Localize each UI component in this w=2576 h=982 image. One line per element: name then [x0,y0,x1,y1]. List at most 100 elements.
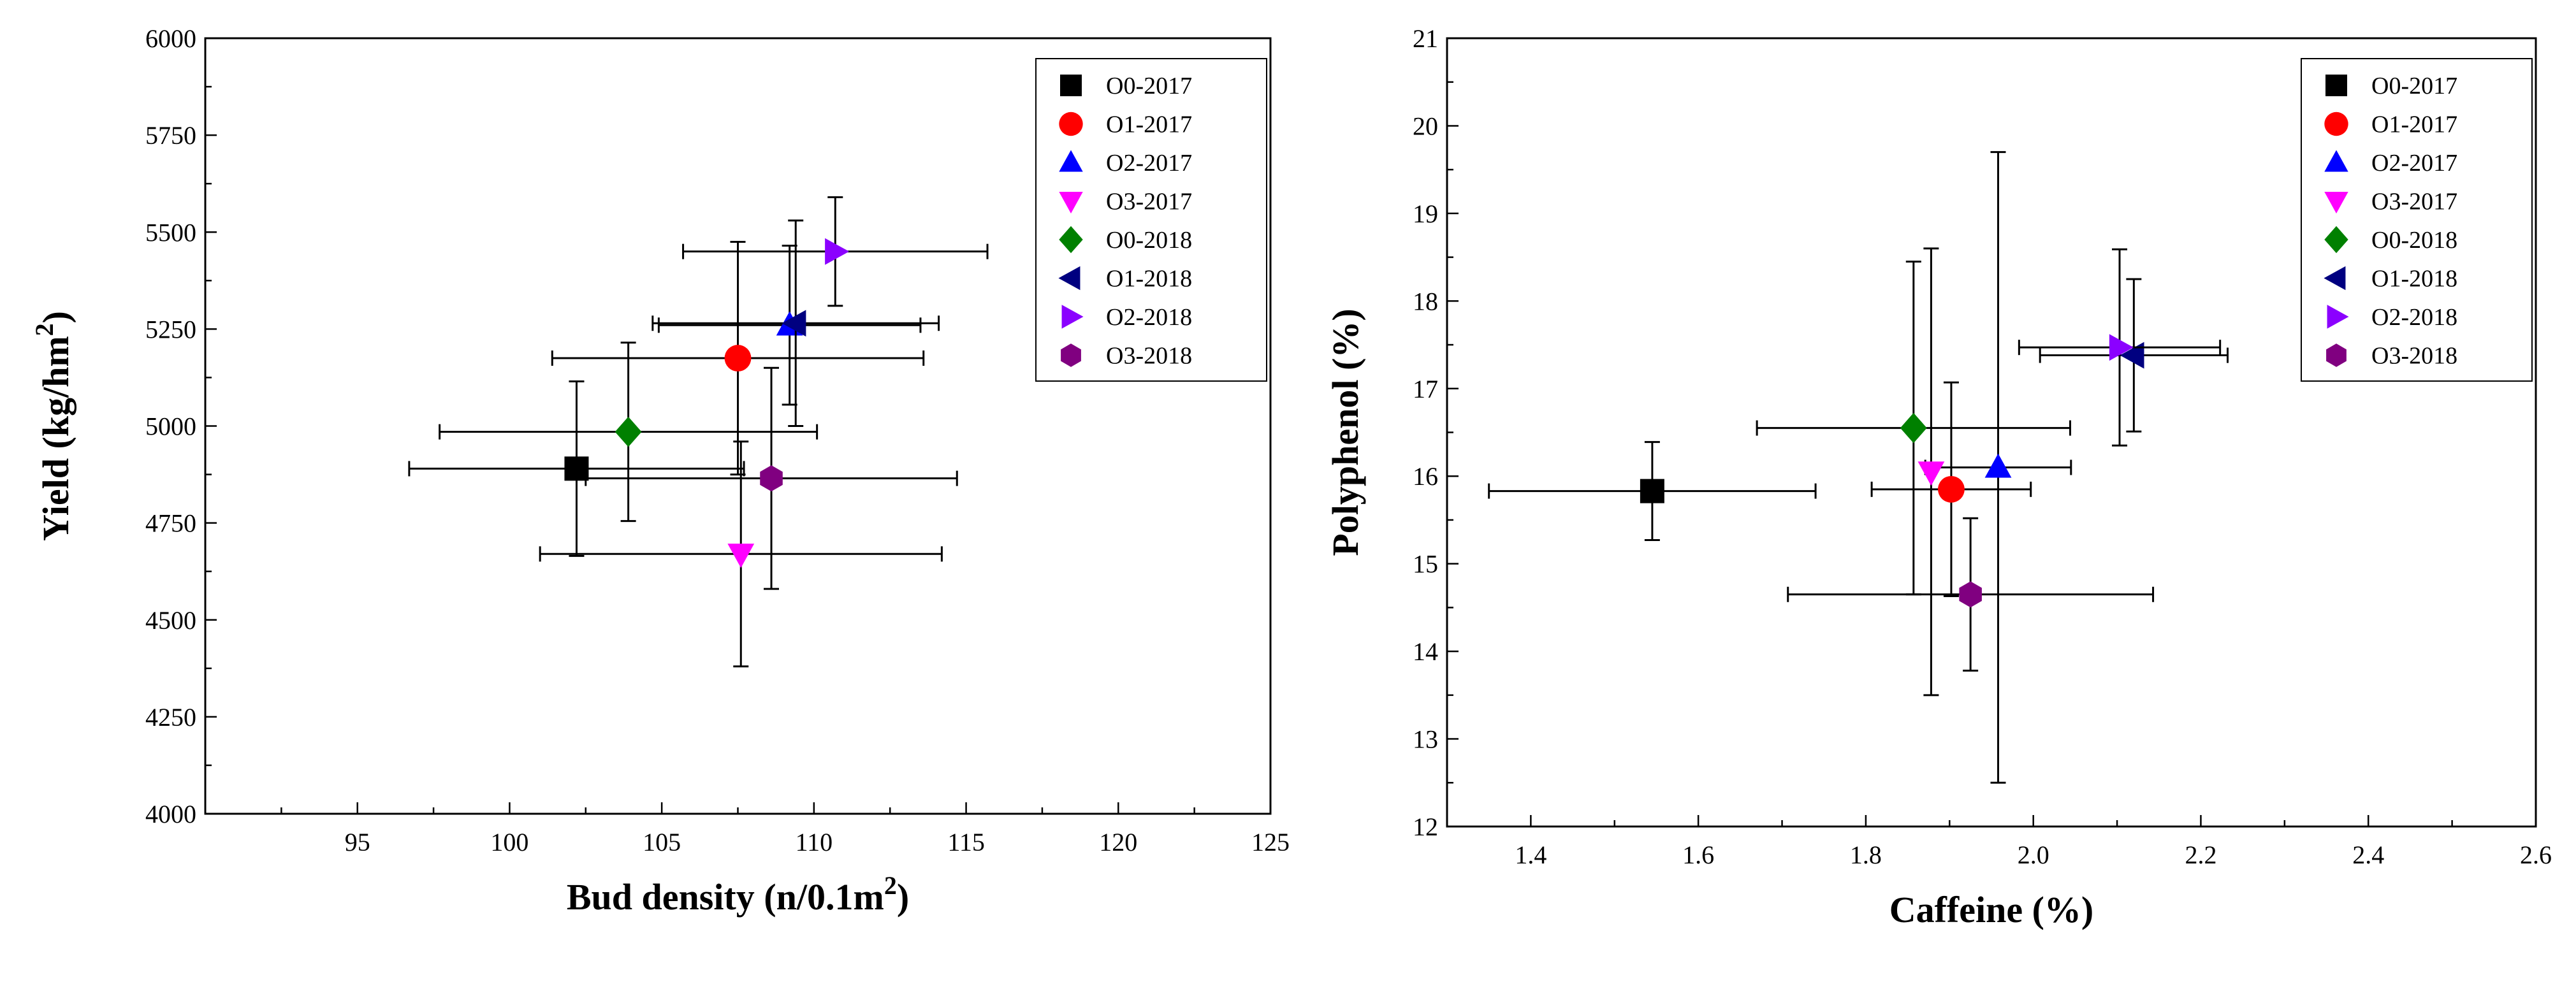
legend-label: O0-2017 [2371,73,2457,99]
y-tick-label: 19 [1413,199,1438,228]
legend: O0-2017 O1-2017 O2-2017 O3-2017 O0-2018 O1-20… [2301,58,2533,382]
yield-vs-bud-density-chart: 95 100 105 110 115 120 125 4000 4250 4500 4750 5000… [30,24,1290,918]
x-tick-label: 2.0 [2018,841,2049,869]
y-tick-label: 15 [1413,550,1438,579]
y-tick-label: 4000 [145,800,196,828]
legend-box [2301,58,2533,382]
legend-marker-triangle-down [2324,192,2348,214]
legend-marker-square [1060,75,1082,96]
y-axis-title-text: Yield (kg/hm [35,336,76,541]
polyphenol-vs-caffeine-chart: 1.4 1.6 1.8 2.0 2.2 2.4 2.6 12 13 14 15 16 17 18 19 20 2… [1325,24,2552,930]
marker-square [1640,479,1664,503]
x-tick-label: 2.6 [2520,841,2552,869]
data-point-O3-2017 [539,440,943,668]
data-point-O0-2017 [408,380,745,557]
legend-entry: O0-2017 [1060,73,1192,99]
y-tick-label: 16 [1413,462,1438,491]
x-tick-label: 125 [1251,828,1290,856]
legend-entry: O3-2017 [2324,189,2457,215]
legend-label: O2-2017 [1106,150,1192,177]
x-tick-label: 105 [643,828,681,856]
x-tick-label: 115 [947,828,985,856]
legend-entry: O2-2017 [1059,150,1192,177]
legend-label: O2-2018 [2371,304,2457,331]
y-tick-label: 4750 [145,509,196,538]
legend-label: O2-2018 [1106,304,1192,331]
marker-hexagon [760,465,783,492]
y-axis-title-tail: ) [35,311,76,323]
marker-triangle-up [1984,453,2012,478]
x-axis-title-tail: ) [897,876,909,918]
legend-marker-square [2325,75,2347,96]
marker-triangle-down [1917,461,1945,486]
data-point-O2-2018 [682,196,989,307]
legend-label: O3-2017 [1106,189,1192,215]
legend: O0-2017 O1-2017 O2-2017 O3-2017 O0-2018 O1-20… [1035,58,1267,382]
legend-label: O0-2018 [1106,227,1192,254]
legend-marker-circle [1059,112,1083,136]
y-tick-label: 21 [1413,24,1438,53]
y-tick-label: 4250 [145,703,196,732]
legend-label: O1-2017 [2371,112,2457,138]
marker-triangle-down [727,544,755,568]
x-tick-label: 120 [1099,828,1137,856]
y-tick-label: 5750 [145,121,196,150]
legend-label: O0-2018 [2371,227,2457,254]
y-tick-label: 5500 [145,218,196,247]
x-tick-label: 95 [345,828,370,856]
y-tick-label: 12 [1413,812,1438,841]
x-axis-title-text: Bud density (n/0.1m [567,876,884,918]
marker-diamond [1900,412,1927,444]
marker-hexagon [1959,581,1982,608]
x-tick-label: 100 [490,828,528,856]
legend-label: O0-2017 [1106,73,1192,99]
data-point-O1-2017 [1870,381,2032,598]
y-tick-label: 20 [1413,112,1438,140]
x-axis-title: Caffeine (%) [1889,889,2094,930]
legend-label: O3-2017 [2371,189,2457,215]
marker-circle [1938,475,1965,503]
legend-marker-hexagon [2326,343,2347,367]
y-axis-title-superscript: 2 [30,323,59,336]
x-tick-label: 110 [796,828,833,856]
data-point-O2-2018 [2018,248,2222,447]
legend-entry: O3-2017 [1059,189,1192,215]
data-point-O0-2017 [1488,441,1817,542]
legend-entry: O3-2018 [2326,343,2457,370]
marker-triangle-left [2120,342,2144,369]
legend-label: O1-2017 [1106,112,1192,138]
legend-label: O1-2018 [1106,266,1192,292]
legend-label: O2-2017 [2371,150,2457,177]
data-point-O3-2017 [1917,247,1945,697]
legend-entry: O0-2018 [1059,226,1192,254]
legend-entry: O0-2018 [2324,226,2457,254]
legend-marker-triangle-left [1058,266,1081,291]
legend-marker-diamond [1059,226,1083,254]
y-tick-label: 18 [1413,287,1438,315]
data-point-O0-2018 [1756,260,2072,596]
y-tick-label: 17 [1413,375,1438,403]
legend-label: O1-2018 [2371,266,2457,292]
marker-square [564,456,589,481]
legend-entry: O1-2018 [2324,266,2457,292]
marker-triangle-right [2109,334,2134,361]
x-axis-title-text: Caffeine (%) [1889,889,2094,930]
marker-triangle-left [782,310,806,337]
data-point-O0-2018 [439,342,819,523]
x-axis-title-superscript: 2 [884,871,897,900]
legend-marker-hexagon [1061,343,1081,367]
legend-marker-triangle-right [1061,305,1084,329]
legend-entry: O3-2018 [1061,343,1192,370]
legend-entry: O0-2017 [2325,73,2457,99]
data-point-O1-2018 [2039,278,2229,433]
x-tick-label: 1.4 [1515,841,1546,869]
x-axis-title: Bud density (n/0.1m2) [567,871,909,918]
legend-entry: O1-2017 [1059,112,1192,138]
legend-entry: O1-2017 [2324,112,2457,138]
legend-marker-triangle-left [2324,266,2346,291]
data-point-O1-2018 [651,219,940,427]
legend-marker-diamond [2324,226,2348,254]
marker-diamond [615,416,642,447]
legend-entry: O2-2017 [2324,150,2457,177]
